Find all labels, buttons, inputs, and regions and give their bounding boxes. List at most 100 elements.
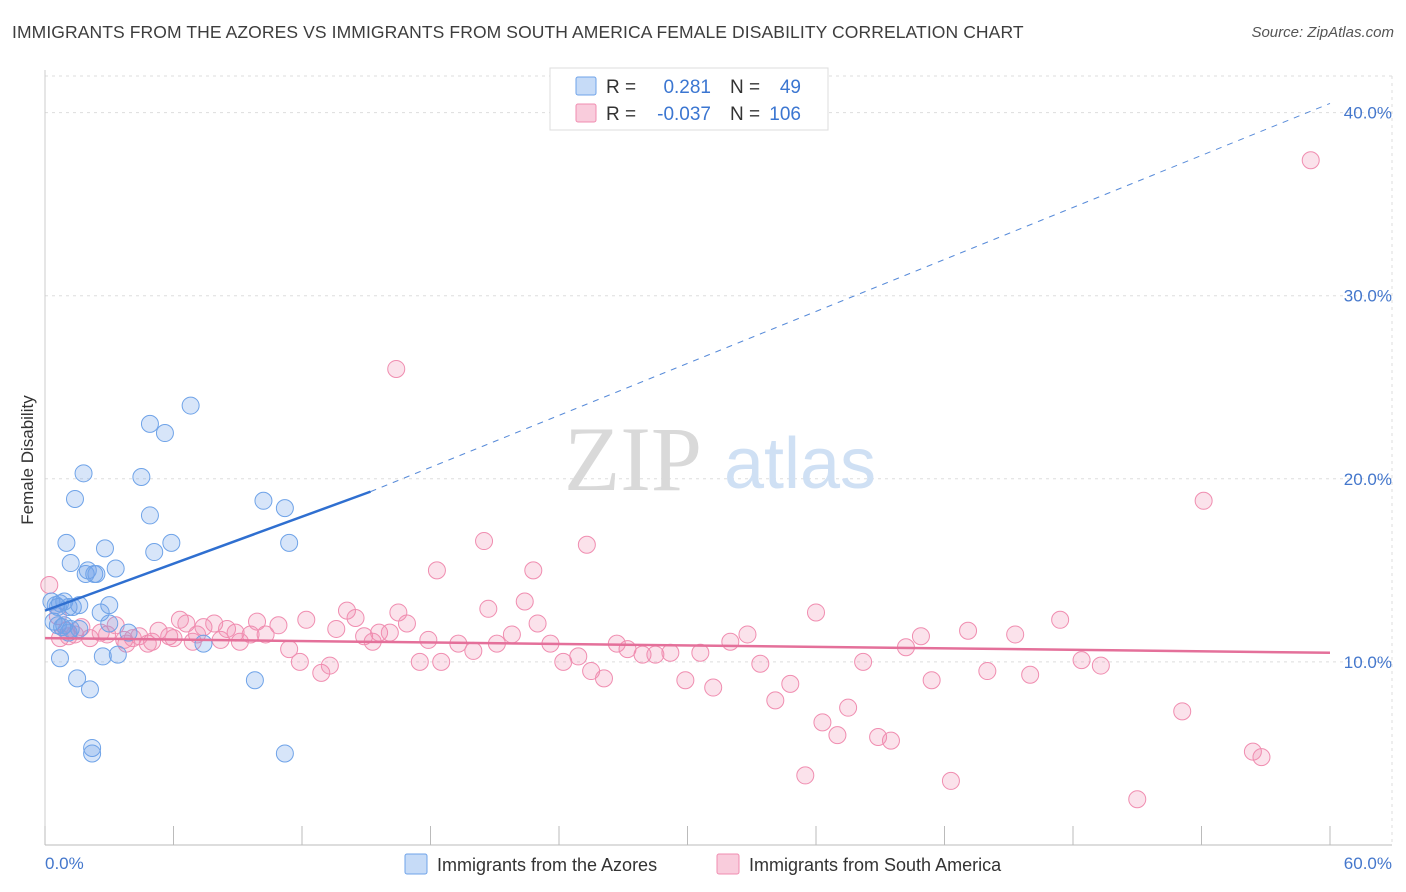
legend-r-value-pink: -0.037 <box>657 104 711 125</box>
legend-swatch-blue <box>575 76 597 96</box>
x-tick-label-min: 0.0% <box>45 854 84 873</box>
gridlines <box>44 70 1393 845</box>
south-america-point-64 <box>618 640 637 659</box>
south-america-point-45 <box>380 623 399 642</box>
south-america-point-78 <box>813 713 832 732</box>
azores-point-23 <box>80 680 99 699</box>
y-tick-label-10: 10.0% <box>1344 653 1392 672</box>
azores-point-41 <box>162 533 181 552</box>
azores-point-17 <box>68 669 87 688</box>
south-america-point-39 <box>327 619 346 638</box>
south-america-point-24 <box>194 618 213 637</box>
south-america-point-101 <box>387 359 406 378</box>
south-america-trend-line <box>44 636 1331 654</box>
south-america-point-36 <box>297 610 316 629</box>
south-america-point-98 <box>1243 742 1262 761</box>
legend-n-label-pink: N = <box>730 104 760 125</box>
y-axis-tick-labels: 10.0% 20.0% 30.0% 40.0% <box>1344 104 1392 672</box>
south-america-point-102 <box>475 532 494 551</box>
legend-r-value-blue: 0.281 <box>663 77 711 98</box>
south-america-point-91 <box>1021 665 1040 684</box>
series-legend-label-azores: Immigrants from the Azores <box>437 855 657 875</box>
south-america-point-97 <box>1194 491 1213 510</box>
azores-point-29 <box>93 647 112 666</box>
legend-n-value-blue: 49 <box>780 77 801 98</box>
south-america-point-48 <box>410 652 429 671</box>
azores-point-40 <box>155 424 174 443</box>
azores-point-24 <box>83 738 102 757</box>
x-tick-label-max: 60.0% <box>1344 854 1392 873</box>
south-america-point-87 <box>941 771 960 790</box>
south-america-point-88 <box>959 621 978 640</box>
south-america-point-95 <box>1128 790 1147 809</box>
south-america-point-73 <box>751 654 770 673</box>
azores-point-35 <box>119 623 138 642</box>
south-america-point-31 <box>248 612 267 631</box>
azores-point-30 <box>95 539 114 558</box>
south-america-point-71 <box>721 632 740 651</box>
south-america-point-94 <box>1091 656 1110 675</box>
south-america-point-67 <box>661 643 680 662</box>
south-america-point-103 <box>427 561 446 580</box>
south-america-point-80 <box>839 698 858 717</box>
x-axis-ticks <box>44 826 1331 845</box>
azores-point-20 <box>74 464 93 483</box>
south-america-point-69 <box>691 643 710 662</box>
south-america-point-90 <box>1006 625 1025 644</box>
south-america-point-55 <box>502 625 521 644</box>
south-america-point-105 <box>577 535 596 554</box>
south-america-point-81 <box>854 652 873 671</box>
watermark: ZIP atlas <box>564 408 876 510</box>
azores-point-27 <box>87 565 106 584</box>
azores-point-38 <box>140 414 159 433</box>
south-america-point-74 <box>766 691 785 710</box>
south-america-point-38 <box>320 656 339 675</box>
azores-point-43 <box>194 634 213 653</box>
south-america-point-100 <box>1301 151 1320 170</box>
x-axis-tick-labels: 0.0% 60.0% <box>45 854 1392 873</box>
south-america-point-21 <box>177 614 196 633</box>
south-america-point-56 <box>515 592 534 611</box>
south-america-point-104 <box>524 561 543 580</box>
chart-title: IMMIGRANTS FROM THE AZORES VS IMMIGRANTS… <box>12 22 1024 42</box>
azores-point-37 <box>140 506 159 525</box>
azores-point-10 <box>57 533 76 552</box>
azores-point-48 <box>280 533 299 552</box>
azores-point-19 <box>70 619 89 638</box>
south-america-point-49 <box>419 630 438 649</box>
azores-point-47 <box>275 499 294 518</box>
legend-n-label-blue: N = <box>730 77 760 98</box>
series-legend-label-south-america: Immigrants from South America <box>749 855 1002 875</box>
south-america-point-16 <box>143 632 162 651</box>
azores-point-16 <box>65 489 84 508</box>
south-america-point-99 <box>1252 748 1271 767</box>
south-america-point-35 <box>290 652 309 671</box>
legend-r-label-pink: R = <box>606 104 636 125</box>
south-america-point-62 <box>594 669 613 688</box>
south-america-point-57 <box>528 614 547 633</box>
azores-point-32 <box>100 614 119 633</box>
south-america-point-79 <box>828 726 847 745</box>
azores-point-36 <box>132 467 151 486</box>
azores-point-25 <box>83 744 102 763</box>
azores-point-42 <box>181 396 200 415</box>
south-america-point-59 <box>554 652 573 671</box>
trend-lines <box>44 103 1331 654</box>
azores-trend-line <box>44 490 371 612</box>
south-america-point-19 <box>164 629 183 648</box>
south-america-point-86 <box>922 671 941 690</box>
south-america-point-47 <box>397 614 416 633</box>
azores-trend-extension <box>370 103 1331 493</box>
azores-point-44 <box>245 671 264 690</box>
watermark-zip: ZIP <box>564 408 702 510</box>
south-america-point-72 <box>738 625 757 644</box>
south-america-point-53 <box>479 599 498 618</box>
series-legend: Immigrants from the Azores Immigrants fr… <box>404 853 1002 875</box>
south-america-point-52 <box>464 641 483 660</box>
y-tick-label-40: 40.0% <box>1344 104 1392 123</box>
south-america-point-32 <box>256 625 275 644</box>
watermark-atlas: atlas <box>724 424 876 504</box>
south-america-point-83 <box>881 731 900 750</box>
south-america-point-27 <box>218 619 237 638</box>
